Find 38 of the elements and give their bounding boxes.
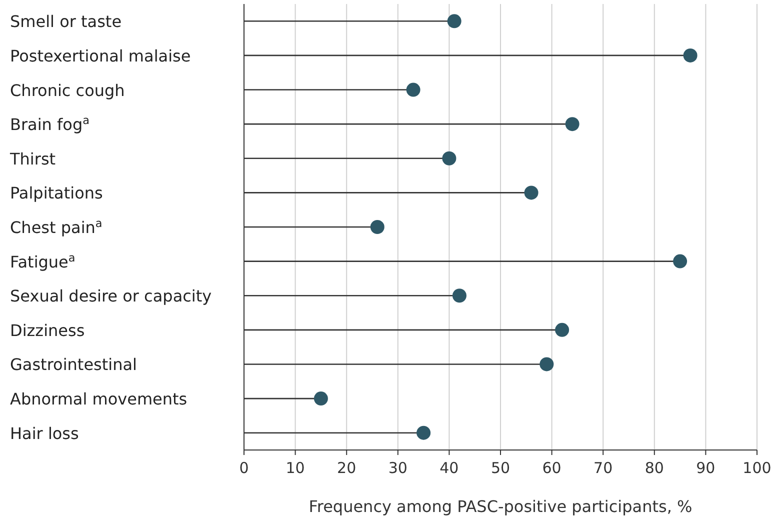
point [314, 392, 328, 406]
y-tick-label: Thirst [9, 149, 56, 168]
y-tick-label: Palpitations [10, 184, 103, 203]
x-tick-label: 100 [742, 459, 772, 477]
point [370, 220, 384, 234]
y-tick-label: Brain fog$^{a}$ [10, 114, 90, 134]
point [565, 117, 580, 132]
point [442, 151, 456, 166]
point [447, 14, 462, 28]
x-tick-label: 70 [594, 459, 613, 477]
x-axis-title: Frequency among PASC-positive participants, % [308, 497, 692, 516]
x-tick-label: 60 [542, 459, 562, 477]
point [673, 254, 688, 268]
y-tick-label: Postexertional malaise [10, 46, 191, 66]
point [540, 357, 554, 372]
point [555, 322, 570, 337]
y-tick-label: Hair loss [10, 424, 79, 443]
point [416, 426, 431, 440]
x-tick-label: 80 [644, 459, 664, 477]
x-tick-label: 40 [440, 459, 459, 477]
y-tick-label: Chronic cough [10, 80, 125, 100]
x-tick-label: 90 [696, 459, 716, 477]
y-tick-label: Abnormal movements [10, 390, 188, 409]
y-tick-label: Fatigue$^{a}$ [10, 250, 76, 272]
x-tick-label: 20 [337, 459, 356, 477]
point [452, 288, 466, 303]
x-tick-label: 10 [286, 459, 305, 477]
y-tick-label: Gastrointestinal [10, 355, 137, 374]
point [406, 82, 420, 97]
x-tick-label: 50 [490, 459, 510, 477]
x-tick-label: 30 [388, 459, 408, 477]
y-tick-label: Dizziness [10, 320, 85, 340]
y-tick-label: Smell or taste [10, 12, 122, 32]
y-tick-label: Sexual desire or capacity [10, 286, 212, 306]
point [683, 48, 698, 62]
y-tick-label: Chest pain$^{a}$ [10, 216, 102, 237]
point [524, 186, 538, 200]
x-tick-label: 0 [239, 459, 249, 477]
